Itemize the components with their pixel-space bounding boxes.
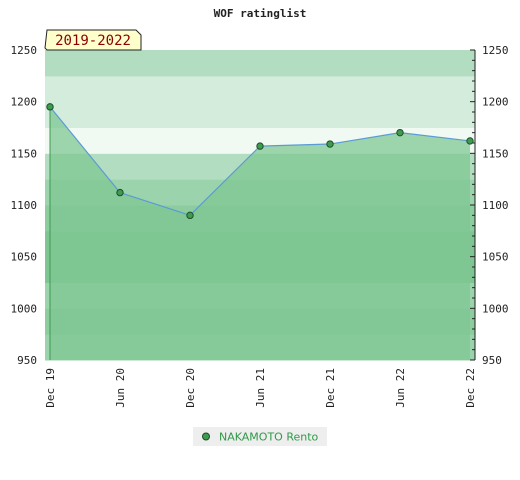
x-tick-label: Dec 20 — [184, 368, 197, 408]
series-area — [50, 106, 470, 360]
background-band — [45, 50, 475, 77]
period-badge: 2019-2022 — [44, 29, 142, 51]
x-axis-ticks: Dec 19 Jun 20 Dec 20 Jun 21 Dec 21 Jun 22 Dec … — [44, 368, 477, 408]
left-axis-ticks: 950 1000 1050 1100 1150 1200 1250 — [11, 44, 38, 367]
x-tick-label: Dec 22 — [464, 368, 477, 408]
x-tick-label: Jun 21 — [254, 368, 267, 408]
background-band — [45, 75, 475, 103]
x-tick-label: Jun 22 — [394, 368, 407, 408]
y-tick-label-left: 1250 — [11, 44, 38, 57]
legend: NAKAMOTO Rento — [193, 427, 327, 446]
y-tick-label-left: 1200 — [11, 96, 38, 109]
data-point — [116, 188, 124, 197]
legend-entry: NAKAMOTO Rento — [219, 431, 319, 444]
y-tick-label-left: 1050 — [11, 251, 38, 264]
data-point — [466, 137, 474, 145]
legend-box — [193, 427, 327, 446]
data-point — [326, 140, 334, 148]
y-tick-label-right: 1200 — [482, 96, 509, 109]
y-tick-label-right: 1000 — [482, 302, 509, 315]
data-point — [256, 142, 264, 150]
y-tick-label-left: 1000 — [11, 302, 38, 315]
y-tick-label-left: 1100 — [11, 199, 38, 212]
chart-title: WOF ratinglist — [214, 7, 307, 20]
background-band — [45, 101, 475, 128]
data-point — [186, 211, 194, 220]
right-axis-ticks: 950 1000 1050 1100 1150 1200 1250 — [470, 44, 509, 367]
legend-marker — [202, 432, 210, 441]
x-tick-label: Jun 20 — [114, 368, 127, 408]
y-tick-label-right: 1100 — [482, 199, 509, 212]
data-point — [46, 103, 54, 111]
series-markers — [46, 103, 474, 220]
y-tick-label-right: 1250 — [482, 44, 509, 57]
period-label: 2019-2022 — [55, 33, 131, 49]
y-tick-label-right: 1150 — [482, 147, 509, 160]
x-tick-label: Dec 19 — [44, 368, 57, 408]
x-tick-label: Dec 21 — [324, 368, 337, 408]
y-tick-label-right: 1050 — [482, 251, 509, 264]
data-point — [396, 128, 404, 137]
y-tick-label-left: 950 — [17, 354, 37, 367]
y-tick-label-left: 1150 — [11, 147, 38, 160]
y-tick-label-right: 950 — [482, 354, 502, 367]
